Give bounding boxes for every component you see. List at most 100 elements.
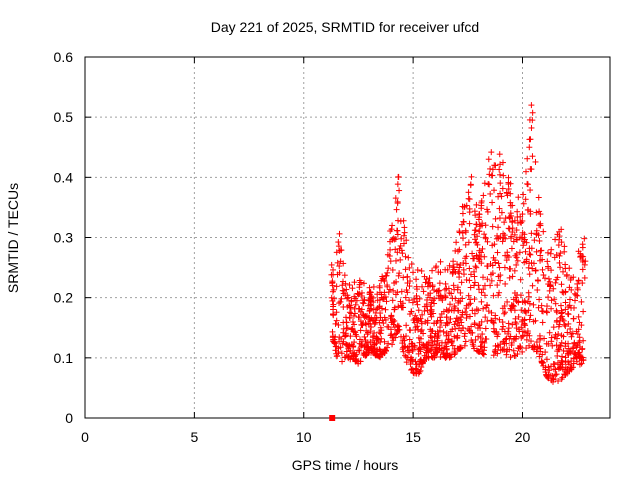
data-point: [488, 271, 495, 278]
data-point: [527, 312, 534, 319]
data-point: [349, 285, 356, 292]
data-point: [512, 352, 519, 359]
data-point: [558, 226, 565, 233]
data-point: [369, 347, 376, 354]
data-point: [556, 259, 563, 266]
data-point: [443, 332, 450, 339]
data-point: [473, 264, 480, 271]
data-point: [404, 289, 411, 296]
data-point: [537, 252, 544, 259]
data-point: [406, 349, 413, 356]
data-point: [515, 345, 522, 352]
data-point: [438, 345, 445, 352]
data-point: [421, 273, 428, 280]
data-point: [415, 317, 422, 324]
data-point: [563, 271, 570, 278]
data-point: [355, 291, 362, 298]
data-point: [568, 358, 575, 365]
data-point: [383, 272, 390, 279]
data-point: [336, 263, 343, 270]
data-point: [546, 329, 553, 336]
data-point: [501, 264, 508, 271]
data-point: [545, 340, 552, 347]
data-point: [459, 309, 466, 316]
data-point: [346, 314, 353, 321]
data-point: [367, 343, 374, 350]
data-point: [519, 316, 526, 323]
data-point: [387, 238, 394, 245]
data-point: [383, 298, 390, 305]
data-point: [533, 209, 540, 216]
y-tick-label: 0.4: [54, 169, 74, 185]
x-tick-label: 5: [190, 429, 198, 445]
axes: 0 0.1 0.2 0.3 0.4 0.5 0.6 0 5 10 15 20: [54, 49, 611, 445]
data-point: [545, 263, 552, 270]
data-point: [374, 346, 381, 353]
data-point: [550, 285, 557, 292]
data-point: [474, 348, 481, 355]
data-point: [360, 300, 367, 307]
data-point: [333, 283, 340, 290]
data-point: [397, 256, 404, 263]
data-point: [478, 202, 485, 209]
data-point: [506, 225, 513, 232]
data-point: [419, 283, 426, 290]
data-point: [528, 102, 535, 109]
data-point: [467, 284, 474, 291]
x-tick-label: 15: [405, 429, 421, 445]
data-point: [362, 337, 369, 344]
data-point: [508, 233, 515, 240]
data-point: [400, 344, 407, 351]
data-point: [440, 349, 447, 356]
data-point: [469, 255, 476, 262]
data-point: [495, 193, 502, 200]
data-point: [539, 360, 546, 367]
data-point: [418, 318, 425, 325]
data-point: [431, 300, 438, 307]
data-point: [556, 233, 563, 240]
data-point: [484, 206, 491, 213]
data-point: [521, 329, 528, 336]
data-point: [465, 189, 472, 196]
data-point: [363, 351, 370, 358]
data-point: [480, 305, 487, 312]
data-point: [553, 307, 560, 314]
data-point: [473, 201, 480, 208]
data-point: [424, 317, 431, 324]
data-point: [370, 283, 377, 290]
data-point: [448, 339, 455, 346]
data-point: [328, 294, 335, 301]
data-point: [575, 339, 582, 346]
data-point: [374, 335, 381, 342]
data-point: [382, 306, 389, 313]
data-point: [492, 342, 499, 349]
data-point: [550, 376, 557, 383]
data-point: [345, 294, 352, 301]
data-point: [439, 297, 446, 304]
data-point: [573, 292, 580, 299]
data-point: [352, 301, 359, 308]
data-point: [553, 318, 560, 325]
data-point: [384, 282, 391, 289]
data-point: [471, 279, 478, 286]
data-point: [558, 376, 565, 383]
data-point: [469, 339, 476, 346]
data-point: [333, 343, 340, 350]
x-axis-label: GPS time / hours: [292, 457, 399, 473]
data-point: [514, 208, 521, 215]
data-point: [346, 309, 353, 316]
data-point: [328, 261, 335, 268]
data-point: [467, 182, 474, 189]
data-point: [572, 297, 579, 304]
data-point: [425, 283, 432, 290]
data-point: [410, 269, 417, 276]
data-point: [545, 275, 552, 282]
data-point: [562, 371, 569, 378]
data-point: [489, 242, 496, 249]
data-point: [377, 310, 384, 317]
data-point: [453, 315, 460, 322]
data-point: [347, 304, 354, 311]
data-point: [488, 277, 495, 284]
data-point: [495, 260, 502, 267]
data-point: [485, 156, 492, 163]
